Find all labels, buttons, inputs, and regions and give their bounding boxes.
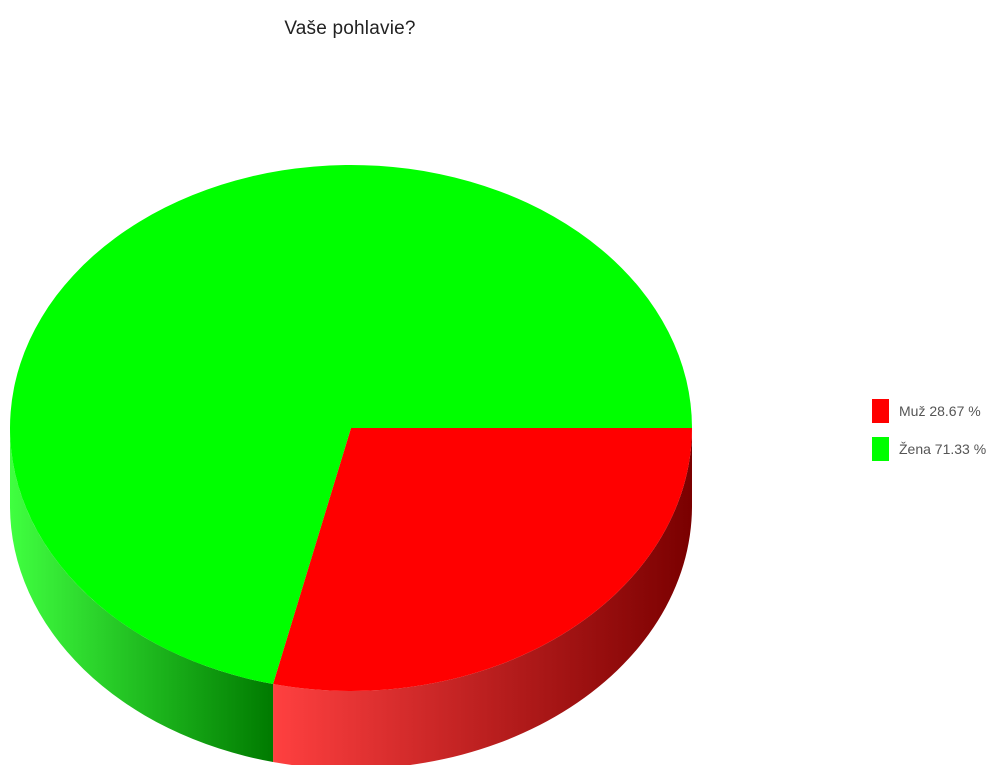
legend-swatch-zena <box>872 437 889 461</box>
legend: Muž 28.67 % Žena 71.33 % <box>872 392 986 468</box>
legend-item-zena: Žena 71.33 % <box>872 430 986 468</box>
pie-side-muž <box>273 428 692 765</box>
legend-label-muz: Muž 28.67 % <box>899 403 981 419</box>
chart-title: Vaše pohlavie? <box>284 18 416 39</box>
legend-item-muz: Muž 28.67 % <box>872 392 986 430</box>
pie-slice-žena <box>9 164 692 685</box>
legend-swatch-muz <box>872 399 889 423</box>
legend-label-zena: Žena 71.33 % <box>899 441 987 457</box>
pie-side-žena <box>10 428 274 763</box>
pie-slice-muž <box>273 428 692 692</box>
